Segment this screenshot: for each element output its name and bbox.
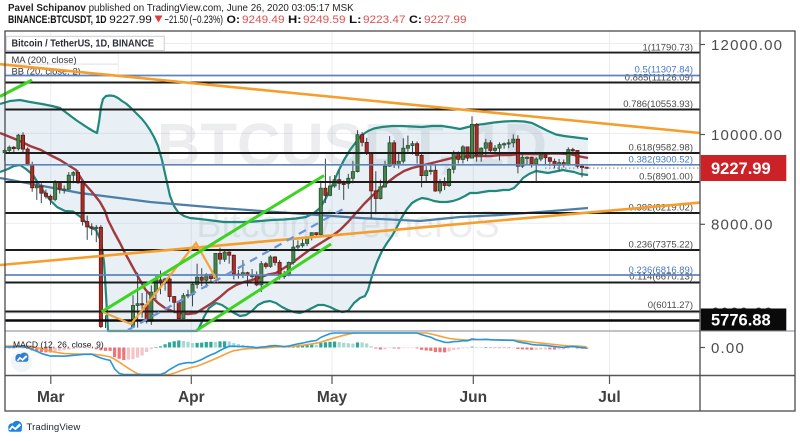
svg-text:9227.99: 9227.99 bbox=[109, 14, 152, 26]
svg-text:MA (200, close): MA (200, close) bbox=[12, 54, 77, 65]
svg-text:BTCUSDT, 1D: BTCUSDT, 1D bbox=[157, 112, 547, 179]
svg-text:0.236(6816.89): 0.236(6816.89) bbox=[629, 265, 693, 276]
svg-text:0.5(11307.84): 0.5(11307.84) bbox=[635, 65, 693, 76]
svg-text:−21.50: −21.50 bbox=[165, 14, 189, 26]
svg-text:O:: O: bbox=[227, 14, 241, 26]
svg-text:0.114(6670.13): 0.114(6670.13) bbox=[629, 272, 693, 283]
svg-text:Mar: Mar bbox=[37, 389, 65, 406]
svg-text:9227.99: 9227.99 bbox=[424, 14, 467, 26]
svg-text:10000.00: 10000.00 bbox=[711, 127, 783, 144]
svg-text:0.00: 0.00 bbox=[711, 340, 745, 357]
svg-text:12000.00: 12000.00 bbox=[711, 37, 783, 54]
svg-text:Bitcoin / TetherUS, 1D, BINANC: Bitcoin / TetherUS, 1D, BINANCE bbox=[12, 39, 155, 50]
svg-text:9249.49: 9249.49 bbox=[242, 14, 285, 26]
svg-text:C:: C: bbox=[409, 14, 422, 26]
svg-text:Jun: Jun bbox=[460, 389, 488, 406]
svg-text:L:: L: bbox=[349, 14, 362, 26]
svg-text:5776.88: 5776.88 bbox=[711, 312, 771, 330]
svg-text:0.786(10553.93): 0.786(10553.93) bbox=[623, 99, 693, 110]
svg-text:Jul: Jul bbox=[598, 389, 620, 406]
svg-text:1(11790.73): 1(11790.73) bbox=[642, 43, 693, 54]
svg-text:0.885(11126.09): 0.885(11126.09) bbox=[625, 73, 693, 84]
svg-text:0.382(8219.02): 0.382(8219.02) bbox=[629, 203, 693, 214]
svg-text:8000.00: 8000.00 bbox=[711, 217, 774, 234]
svg-text:9249.59: 9249.59 bbox=[303, 14, 346, 26]
svg-text:9223.47: 9223.47 bbox=[363, 14, 406, 26]
svg-text:MACD (12, 26, close, 9): MACD (12, 26, close, 9) bbox=[13, 340, 104, 350]
svg-text:TradingView: TradingView bbox=[27, 422, 81, 433]
svg-text:Apr: Apr bbox=[178, 389, 205, 406]
svg-text:Pavel Schipanov published on T: Pavel Schipanov published on TradingView… bbox=[8, 3, 354, 14]
svg-text:May: May bbox=[317, 389, 348, 406]
svg-text:0(6011.27): 0(6011.27) bbox=[648, 300, 693, 311]
svg-text:9227.99: 9227.99 bbox=[711, 160, 771, 178]
svg-text:0.382(9300.52): 0.382(9300.52) bbox=[629, 154, 693, 165]
svg-text:0.5(8901.00): 0.5(8901.00) bbox=[639, 172, 693, 183]
svg-text:H:: H: bbox=[288, 14, 302, 26]
svg-text:BB (20, close, 2): BB (20, close, 2) bbox=[12, 66, 81, 77]
svg-text:0.236(7375.22): 0.236(7375.22) bbox=[629, 240, 693, 251]
svg-text:(−0.23%): (−0.23%) bbox=[190, 14, 224, 26]
svg-text:0.618(9582.98): 0.618(9582.98) bbox=[629, 143, 693, 154]
svg-text:BINANCE:BTCUSDT, 1D: BINANCE:BTCUSDT, 1D bbox=[8, 14, 107, 26]
